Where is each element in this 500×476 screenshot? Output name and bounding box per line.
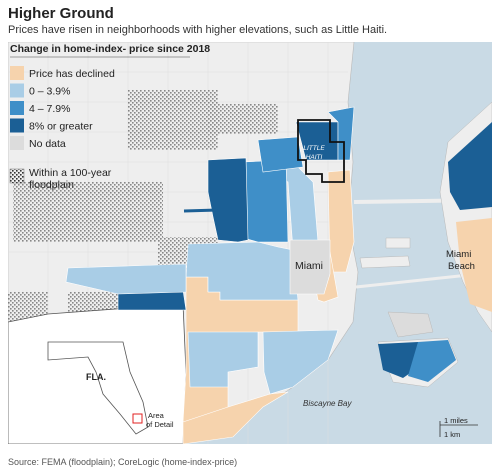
florida-inset: FLA. Area of Detail: [47, 341, 174, 435]
neighborhoods: [65, 106, 355, 444]
source-note: Source: FEMA (floodplain); CoreLogic (ho…: [8, 457, 238, 467]
fla-label: FLA.: [86, 372, 106, 382]
legend-floodplain-label-1: Within a 100-year: [29, 167, 112, 179]
legend-items: Price has declined 0 – 3.9% 4 – 7.9% 8% or …: [10, 66, 115, 150]
area-label-2: of Detail: [146, 420, 174, 429]
legend-label-1: 0 – 3.9%: [29, 86, 70, 98]
biscayne-bay-label: Biscayne Bay: [303, 399, 352, 408]
legend-label-2: 4 – 7.9%: [29, 103, 70, 115]
little-haiti-label-1: LITTLE: [303, 145, 325, 152]
legend-swatch-0: [10, 66, 24, 80]
scale-bar: 1 miles 1 km: [439, 416, 478, 439]
little-haiti-label-2: HAITI: [306, 154, 323, 161]
area-light-central: [185, 241, 299, 301]
area-declined-east-strip: [327, 169, 355, 273]
key-biscayne-mid: [408, 340, 456, 382]
area-light-southwest: [187, 331, 259, 388]
legend-title: Change in home-index- price since 2018: [10, 43, 210, 55]
legend-swatch-3: [10, 118, 24, 133]
legend: Change in home-index- price since 2018 P…: [9, 43, 210, 191]
miami-beach-declined: [456, 218, 492, 312]
map: LITTLE HAITI Miami Miami Beach Biscayne …: [8, 42, 492, 444]
causeway-2: [355, 272, 479, 289]
islands: [353, 198, 489, 388]
virginia-key-north: [387, 311, 434, 338]
area-dark-west: [207, 157, 249, 243]
area-light-west: [65, 263, 187, 295]
legend-label-3: 8% or greater: [29, 121, 93, 133]
miami-beach-label-1: Miami: [446, 249, 471, 260]
island-dodge: [359, 255, 411, 269]
legend-label-4: No data: [29, 138, 66, 150]
legend-floodplain-swatch: [9, 168, 25, 184]
area-of-detail-box: [132, 413, 143, 424]
island-star: [385, 237, 411, 249]
area-nodata-downtown: [289, 239, 331, 295]
legend-label-0: Price has declined: [29, 68, 115, 80]
legend-swatch-2: [10, 101, 24, 115]
area-light-southeast: [262, 329, 339, 395]
chart-subtitle: Prices have risen in neighborhoods with …: [8, 24, 388, 36]
road-arm: [183, 208, 219, 213]
area-mid-north: [257, 136, 304, 173]
area-declined-south: [182, 391, 289, 444]
scale-km: 1 km: [444, 430, 460, 439]
legend-floodplain-label-2: floodplain: [29, 179, 74, 191]
chart-title: Higher Ground: [8, 5, 114, 22]
miami-beach-dark: [448, 122, 492, 210]
miami-label: Miami: [295, 260, 323, 272]
area-label-1: Area: [148, 411, 165, 420]
scale-miles: 1 miles: [444, 416, 468, 425]
little-haiti-outline: [297, 119, 345, 183]
miami-beach-label-2: Beach: [448, 261, 475, 272]
legend-swatch-4: [10, 136, 24, 150]
legend-swatch-1: [10, 83, 24, 98]
florida-shape: [47, 341, 149, 435]
